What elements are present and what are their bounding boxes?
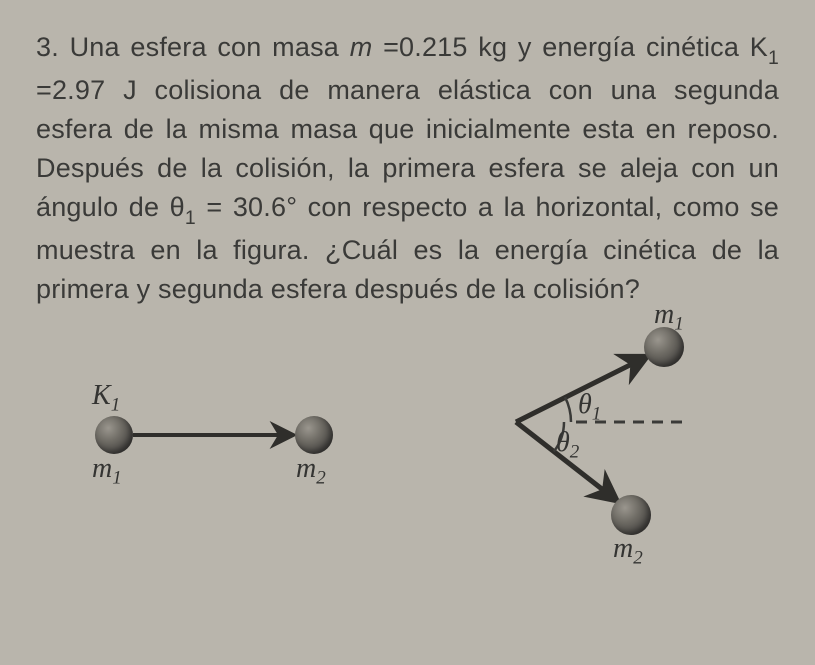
sphere-m1-before — [95, 416, 133, 454]
label-m2-before: m2 — [296, 453, 326, 490]
sphere-m2-after — [611, 495, 651, 535]
sphere-m2-before — [295, 416, 333, 454]
label-theta1: θ1 — [578, 389, 601, 426]
label-m1-before: m1 — [92, 453, 122, 490]
angle-arc-theta1 — [565, 397, 571, 422]
figure: K1 m1 m2 m1 m2 θ1 θ2 — [36, 317, 779, 567]
label-m2-after: m2 — [613, 533, 643, 570]
label-K1: K1 — [92, 380, 120, 417]
problem-statement: 3. Una esfera con masa m =0.215 kg y ene… — [36, 28, 779, 309]
label-m1-after: m1 — [654, 299, 684, 336]
label-theta2: θ2 — [556, 427, 579, 464]
problem-number: 3. — [36, 32, 59, 62]
